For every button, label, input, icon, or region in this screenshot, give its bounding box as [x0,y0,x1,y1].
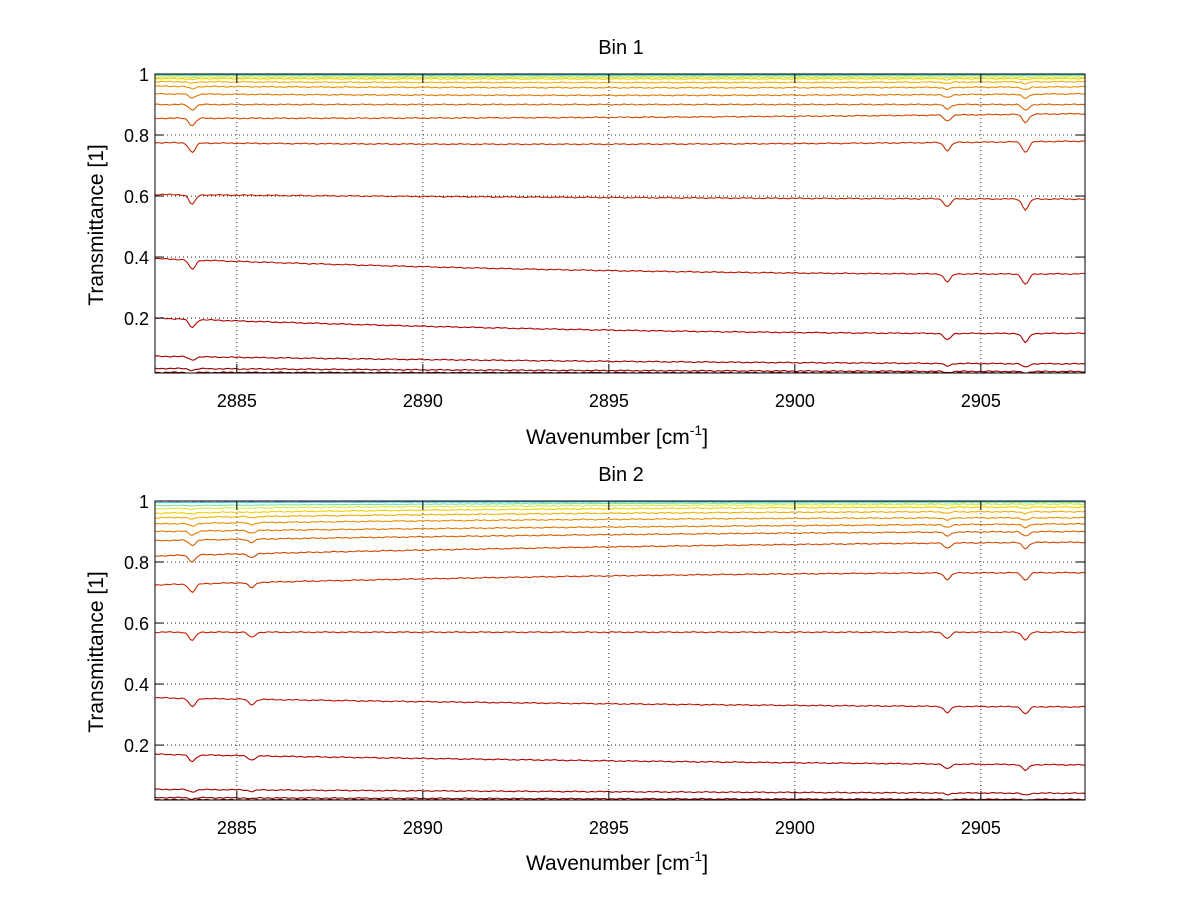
y-axis-label: Transmittance [1] [85,571,108,732]
y-tick-label: 0.8 [124,126,149,146]
series-line [154,355,1086,368]
x-axis-label-end: ] [702,426,708,449]
x-tick-labels: 2885 2890 2895 2900 2905 [217,391,1001,411]
x-axis-label-main: Wavenumber [cm [526,426,690,449]
series-line [154,103,1086,111]
series-group [154,500,1086,801]
series-line [154,257,1086,285]
series-line [154,516,1086,527]
subplot-bin-2: Bin 2 2885 2890 2895 2900 2905 0.2 0.4 0… [85,464,1086,875]
x-tick-label: 2885 [217,391,257,411]
series-line [154,501,1086,507]
x-axis-label-main: Wavenumber [cm [526,852,690,875]
y-tick-label: 0.2 [124,309,149,329]
series-line [154,77,1086,81]
axes-frame [154,500,1086,801]
series-line [154,541,1086,563]
y-tick-label: 0.4 [124,248,149,268]
x-tick-label: 2895 [589,818,629,838]
x-axis-label: Wavenumber [cm-1] [526,848,708,875]
y-axis-label: Transmittance [1] [85,144,108,305]
series-line [154,140,1086,154]
x-tick-label: 2905 [961,391,1001,411]
series-line [154,631,1086,642]
series-line [154,753,1086,772]
series-line [154,571,1086,594]
series-line [154,696,1086,715]
x-tick-labels: 2885 2890 2895 2900 2905 [217,818,1001,838]
series-line [154,367,1086,374]
y-tick-labels: 0.2 0.4 0.6 0.8 1 [124,492,149,756]
series-line [154,530,1086,547]
x-tick-label: 2900 [775,818,815,838]
x-axis-label: Wavenumber [cm-1] [526,422,708,449]
x-tick-label: 2890 [403,818,443,838]
series-line [154,74,1086,77]
chart-title: Bin 2 [598,464,644,486]
y-tick-label: 0.8 [124,553,149,573]
y-tick-label: 0.6 [124,187,149,207]
y-tick-label: 0.4 [124,675,149,695]
chart-title: Bin 1 [598,37,644,59]
series-line [154,193,1086,211]
x-tick-label: 2895 [589,391,629,411]
axes-frame [154,73,1086,374]
tick-marks [155,73,1085,373]
series-line [154,75,1086,79]
x-tick-label: 2885 [217,818,257,838]
series-line [154,522,1086,536]
x-tick-label: 2900 [775,391,815,411]
x-tick-label: 2890 [403,391,443,411]
y-tick-label: 1 [139,65,149,85]
series-line [154,796,1086,801]
series-line [154,92,1086,100]
series-line [154,500,1086,504]
series-line [154,80,1086,85]
series-line [154,85,1086,91]
y-tick-label: 1 [139,492,149,512]
subplot-bin-1: Bin 1 2885 2890 2895 2900 2905 0.2 0.4 0… [85,37,1086,449]
series-line [154,317,1086,344]
y-tick-label: 0.6 [124,614,149,634]
x-axis-label-superscript: -1 [690,422,703,438]
x-axis-label-end: ] [702,852,708,875]
series-line [154,788,1086,796]
series-line [154,510,1086,520]
x-axis-label-superscript: -1 [690,848,703,864]
y-tick-labels: 0.2 0.4 0.6 0.8 1 [124,65,149,329]
tick-marks [155,500,1085,800]
series-line [154,505,1086,515]
x-tick-label: 2905 [961,818,1001,838]
series-line [154,502,1086,511]
series-line [154,73,1086,76]
series-line [154,112,1086,127]
y-tick-label: 0.2 [124,736,149,756]
